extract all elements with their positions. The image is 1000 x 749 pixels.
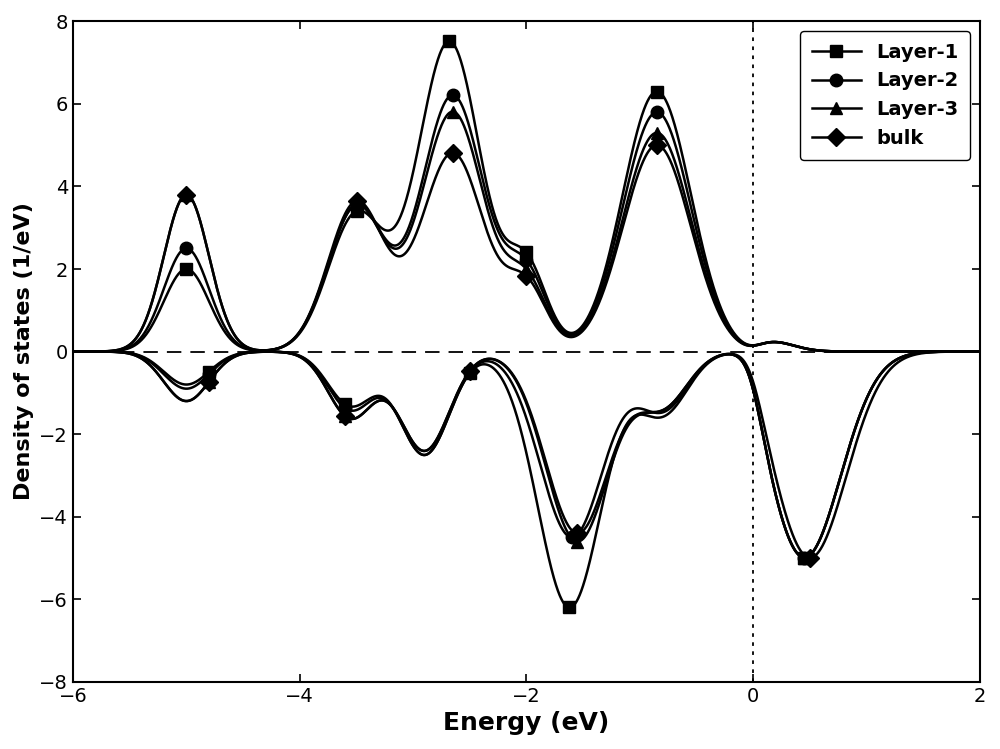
Y-axis label: Density of states (1/eV): Density of states (1/eV) <box>14 202 34 500</box>
X-axis label: Energy (eV): Energy (eV) <box>443 711 610 735</box>
Legend: Layer-1, Layer-2, Layer-3, bulk: Layer-1, Layer-2, Layer-3, bulk <box>800 31 970 160</box>
